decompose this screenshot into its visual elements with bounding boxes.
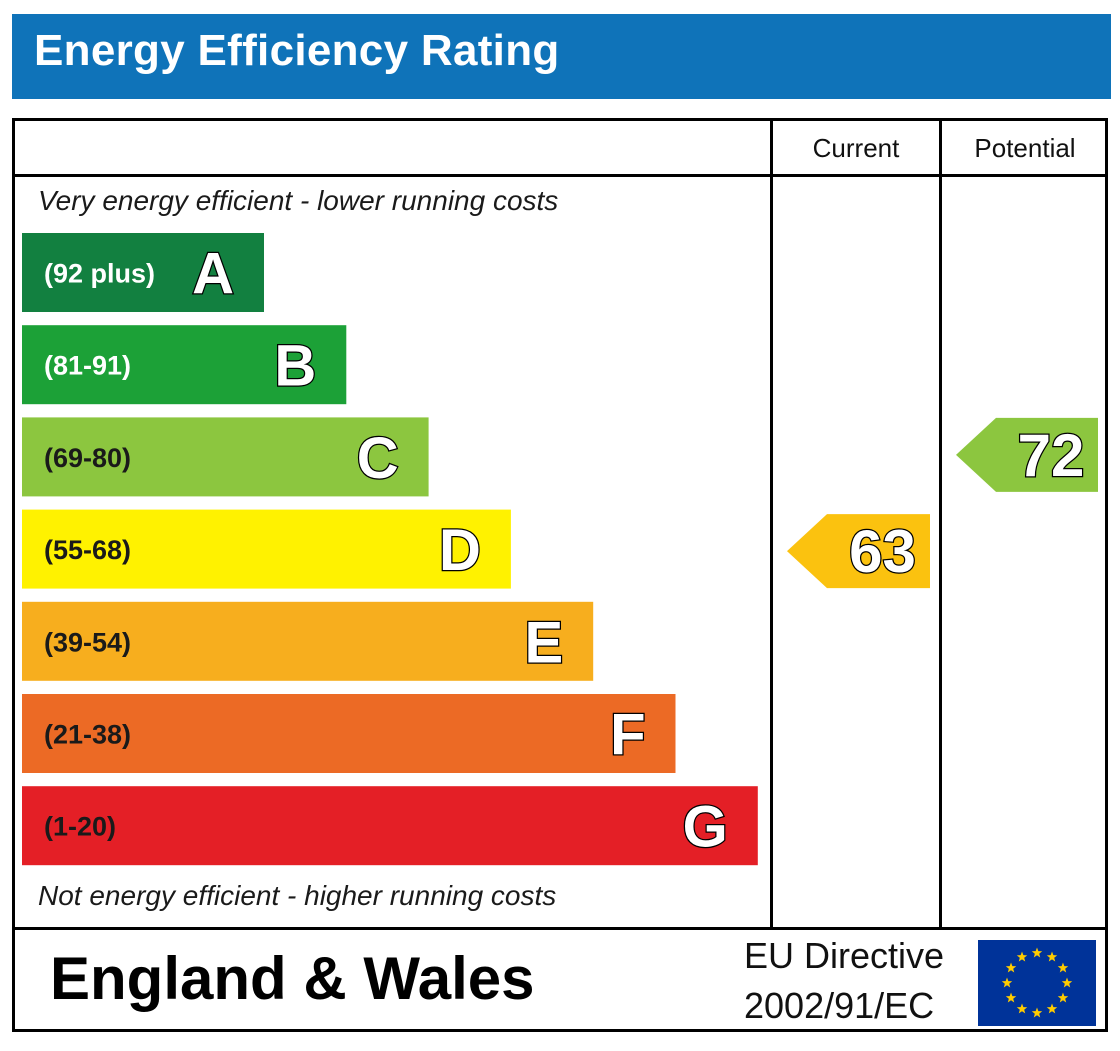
band-d-bar	[22, 509, 511, 589]
band-b-bar	[22, 325, 347, 405]
title-banner: Energy Efficiency Rating	[12, 14, 1111, 99]
band-d-range: (55-68)	[44, 535, 131, 565]
rating-table	[12, 118, 1108, 1032]
region-label: England & Wales	[50, 945, 535, 1012]
band-a-range: (92 plus)	[44, 259, 155, 289]
eu-star-icon	[1001, 977, 1013, 988]
band-f-range: (21-38)	[44, 720, 131, 750]
band-d-letter: D	[439, 518, 481, 583]
current-rating-arrow	[787, 514, 930, 589]
eu-star-icon	[1005, 962, 1017, 973]
potential-column-divider	[939, 118, 942, 930]
eu-directive-line1: EU Directive	[744, 935, 945, 976]
band-b-range: (81-91)	[44, 351, 131, 381]
band-e-bar	[22, 601, 594, 681]
eu-star-icon	[1016, 951, 1028, 962]
eu-star-icon	[1005, 992, 1017, 1003]
band-g-letter: G	[683, 795, 728, 860]
potential-rating-value: 72	[1018, 422, 1085, 489]
current-column-header: Current	[812, 133, 900, 163]
band-e-letter: E	[525, 610, 564, 675]
eu-star-icon	[1046, 951, 1058, 962]
band-e-range: (39-54)	[44, 627, 131, 657]
eu-star-icon	[1057, 992, 1069, 1003]
current-column-divider	[770, 118, 773, 930]
band-c-letter: C	[357, 426, 399, 491]
current-rating-value: 63	[849, 518, 916, 585]
chart-title: Energy Efficiency Rating	[34, 26, 560, 75]
eu-star-icon	[1031, 947, 1043, 958]
potential-column-header: Potential	[974, 133, 1076, 163]
band-c-bar	[22, 417, 429, 497]
eu-star-icon	[1057, 962, 1069, 973]
band-a-bar	[22, 233, 264, 312]
band-a-letter: A	[192, 242, 234, 307]
eu-star-icon	[1031, 1007, 1043, 1018]
band-b-letter: B	[274, 334, 316, 399]
potential-rating-arrow	[956, 417, 1098, 492]
bottom-caption: Not energy efficient - higher running co…	[38, 880, 557, 911]
eu-star-icon	[1046, 1003, 1058, 1014]
eu-flag-icon	[978, 940, 1096, 1026]
header-divider	[12, 174, 1108, 177]
top-caption: Very energy efficient - lower running co…	[38, 185, 559, 216]
footer-divider	[12, 927, 1108, 930]
band-f-letter: F	[610, 703, 645, 768]
band-c-range: (69-80)	[44, 443, 131, 473]
eu-star-icon	[1061, 977, 1073, 988]
band-f-bar	[22, 694, 676, 773]
eu-star-icon	[1016, 1003, 1028, 1014]
band-g-range: (1-20)	[44, 812, 116, 842]
band-g-bar	[22, 786, 758, 866]
eu-directive-line2: 2002/91/EC	[744, 985, 935, 1026]
